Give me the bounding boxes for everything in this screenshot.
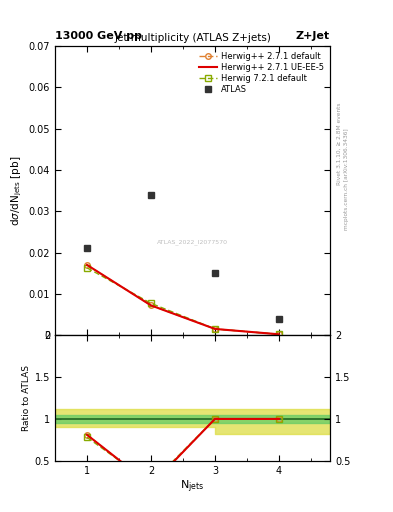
Herwig 7.2.1 default [277,331,281,337]
Herwig 7.2.1 default [84,265,89,271]
Text: mcplots.cern.ch [arXiv:1306.3436]: mcplots.cern.ch [arXiv:1306.3436] [344,129,349,230]
Herwig++ 2.7.1 default [213,326,217,332]
Text: 13000 GeV pp: 13000 GeV pp [55,31,142,41]
Herwig++ 2.7.1 UE-EE-5 [277,331,281,337]
Line: Herwig++ 2.7.1 UE-EE-5: Herwig++ 2.7.1 UE-EE-5 [87,265,279,334]
Herwig++ 2.7.1 UE-EE-5 [149,302,153,308]
Legend: Herwig++ 2.7.1 default, Herwig++ 2.7.1 UE-EE-5, Herwig 7.2.1 default, ATLAS: Herwig++ 2.7.1 default, Herwig++ 2.7.1 U… [197,50,326,96]
Text: ATLAS_2022_I2077570: ATLAS_2022_I2077570 [157,240,228,245]
Herwig++ 2.7.1 default [277,331,281,337]
ATLAS [213,270,217,276]
Herwig 7.2.1 default [149,300,153,306]
Line: Herwig 7.2.1 default: Herwig 7.2.1 default [84,265,282,337]
Herwig++ 2.7.1 default [149,302,153,308]
Line: ATLAS: ATLAS [84,191,283,322]
ATLAS [277,315,281,322]
Herwig++ 2.7.1 UE-EE-5 [84,262,89,268]
Title: Jet multiplicity (ATLAS Z+jets): Jet multiplicity (ATLAS Z+jets) [114,33,271,42]
Herwig++ 2.7.1 default [84,262,89,268]
X-axis label: N$_\mathrm{jets}$: N$_\mathrm{jets}$ [180,478,205,495]
Line: Herwig++ 2.7.1 default: Herwig++ 2.7.1 default [84,262,282,337]
Text: Z+Jet: Z+Jet [296,31,330,41]
Y-axis label: Ratio to ATLAS: Ratio to ATLAS [22,365,31,431]
Y-axis label: d$\sigma$/dN$_\mathrm{jets}$ [pb]: d$\sigma$/dN$_\mathrm{jets}$ [pb] [10,156,24,226]
Bar [55,415,330,423]
ATLAS [84,245,89,251]
ATLAS [149,191,153,198]
Herwig 7.2.1 default [213,326,217,332]
Herwig++ 2.7.1 UE-EE-5 [213,326,217,332]
Text: Rivet 3.1.10, ≥ 2.8M events: Rivet 3.1.10, ≥ 2.8M events [336,102,342,185]
